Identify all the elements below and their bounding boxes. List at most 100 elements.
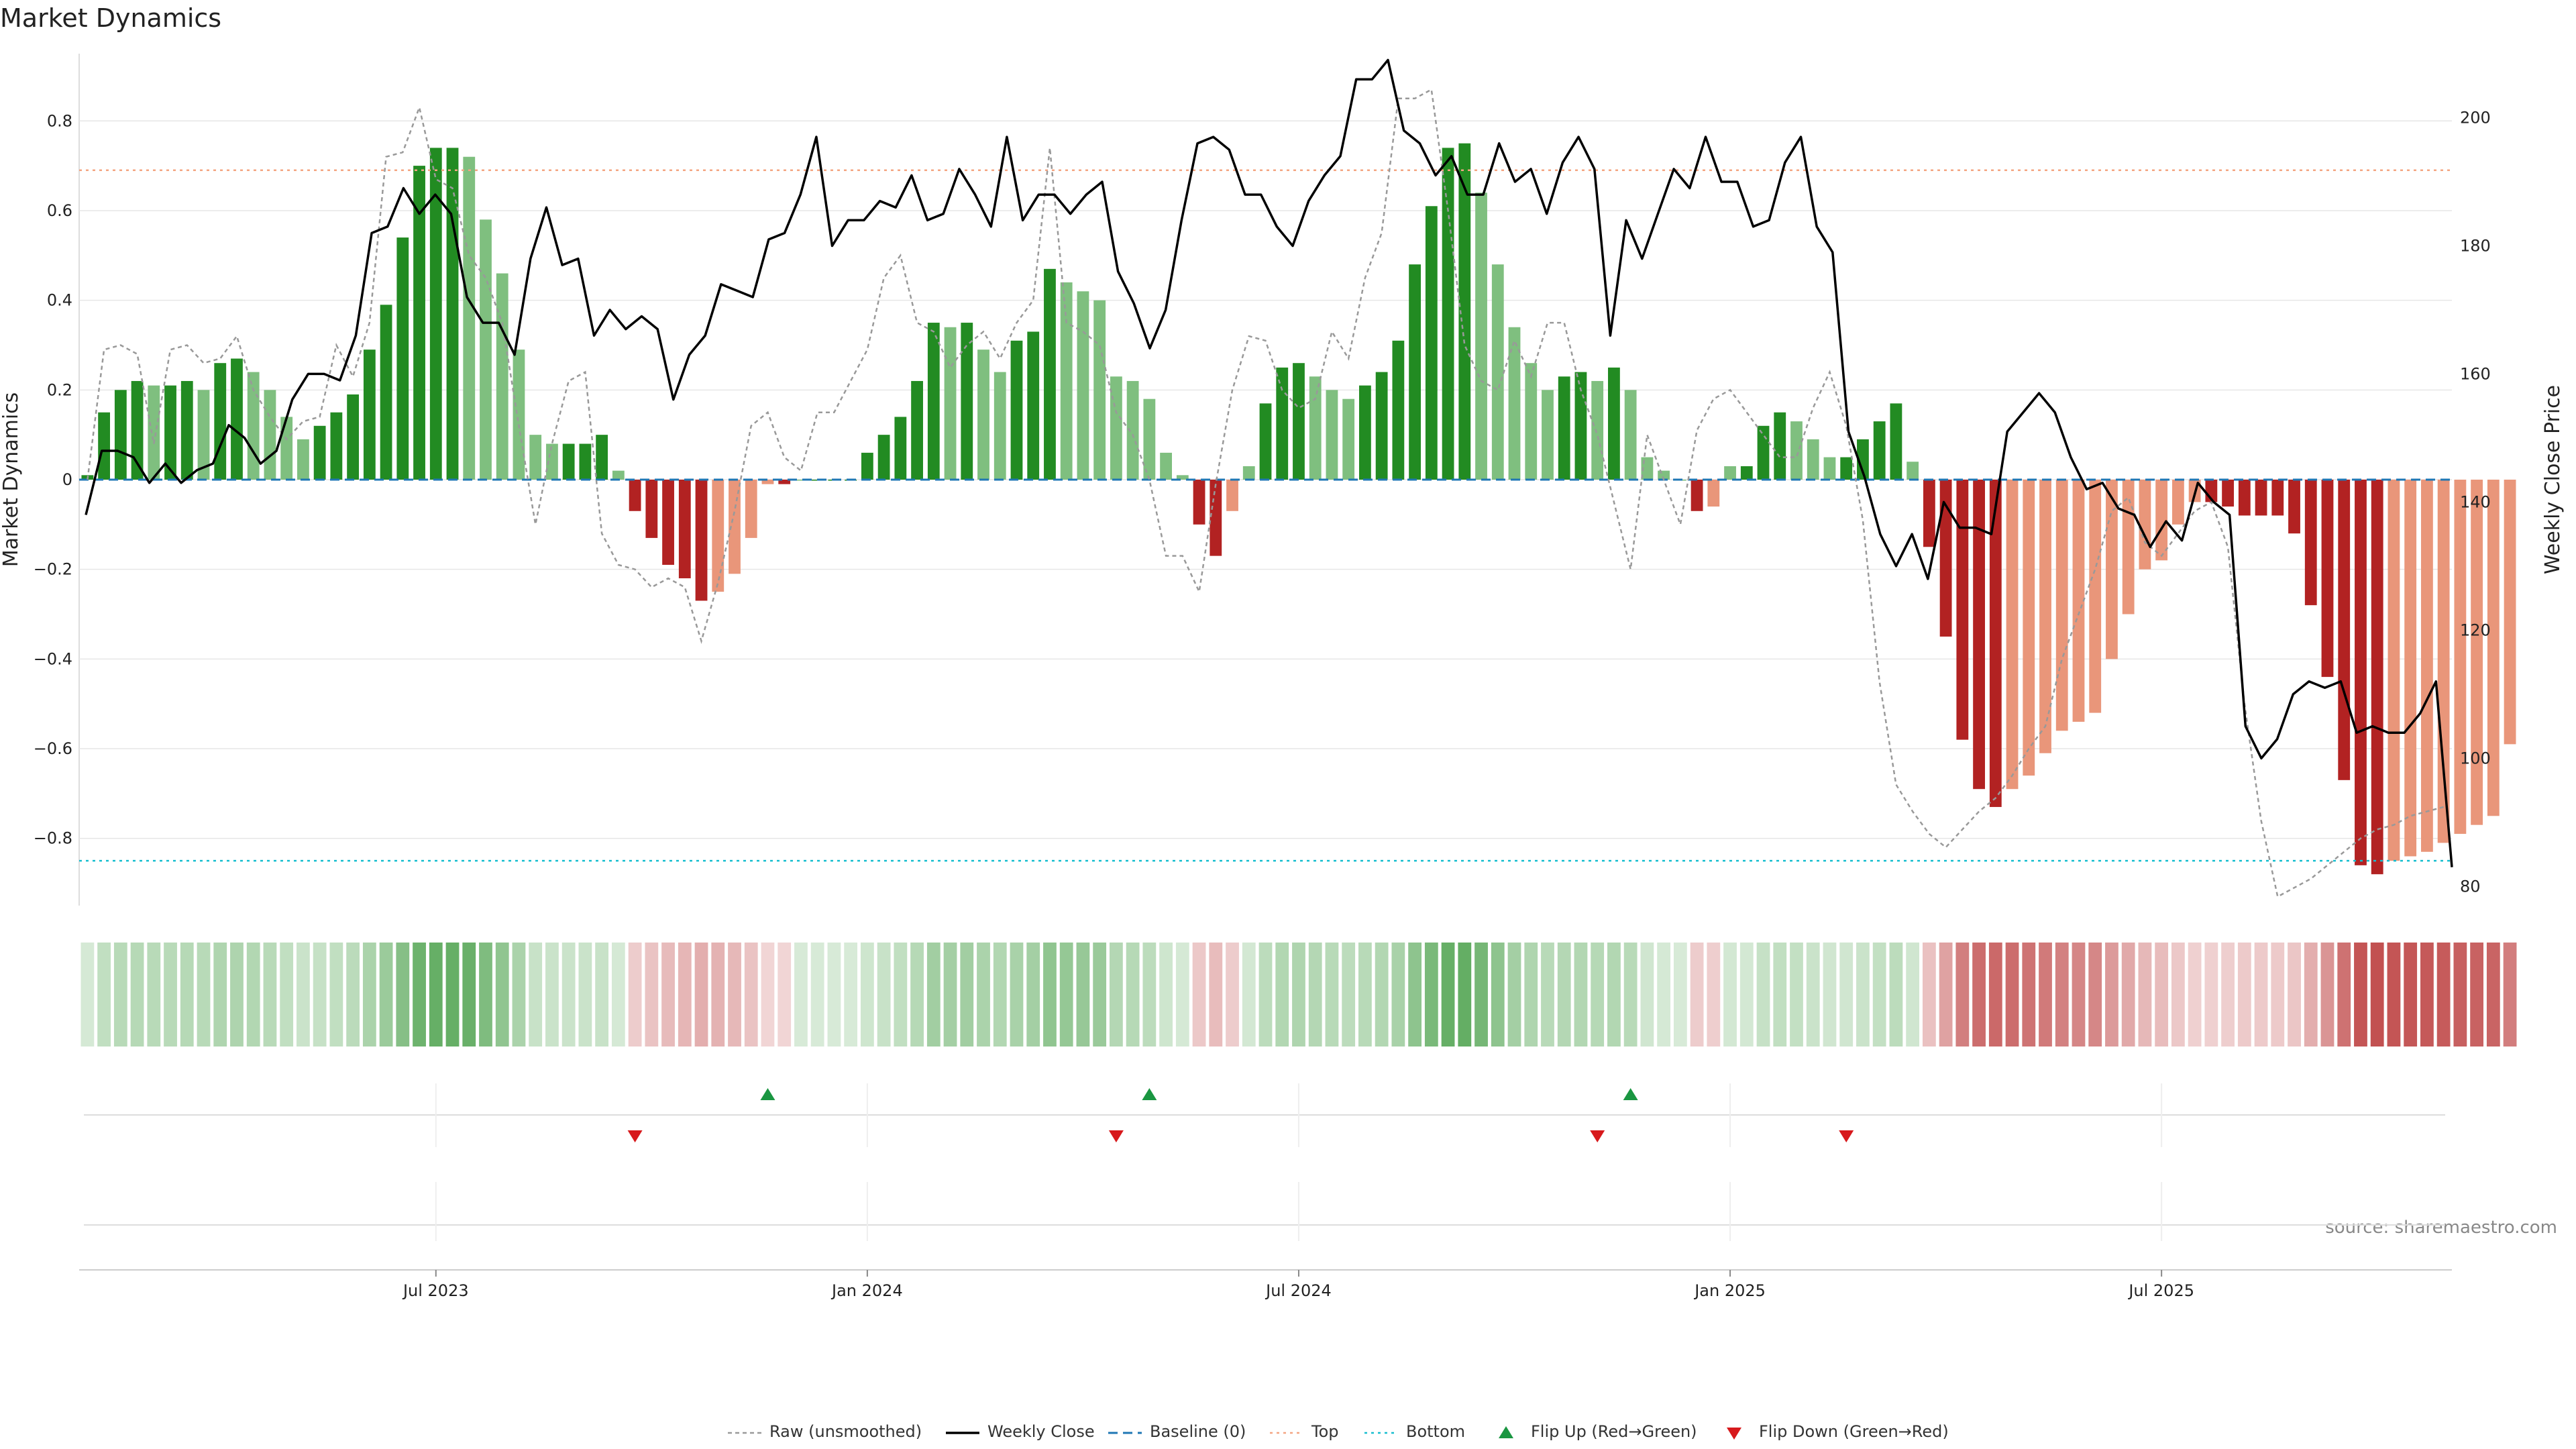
dynamics-bar — [778, 480, 791, 484]
heat-cell — [1872, 943, 1886, 1046]
dynamics-bar — [180, 380, 193, 480]
heat-cell — [495, 943, 509, 1046]
heat-cell — [180, 943, 194, 1046]
heat-cell — [1325, 943, 1339, 1046]
x-tick-label: Jul 2024 — [1265, 1281, 1332, 1300]
flip-up-marker — [1142, 1088, 1157, 1100]
dynamics-bar — [2055, 480, 2068, 731]
heat-cell — [97, 943, 111, 1046]
left-axis-label: Market Dynamics — [0, 392, 23, 568]
dynamics-bar — [1077, 291, 1089, 480]
dynamics-bar — [1409, 264, 1421, 480]
dynamics-bar — [596, 435, 608, 480]
heat-cell — [1541, 943, 1554, 1046]
dynamics-bar — [1624, 390, 1637, 480]
legend-label: Weekly Close — [987, 1422, 1095, 1441]
dynamics-bar — [2387, 480, 2400, 861]
dynamics-bar — [413, 166, 425, 480]
heat-cell — [877, 943, 891, 1046]
left-tick-label: −0.8 — [34, 829, 72, 848]
heat-cell — [1739, 943, 1754, 1046]
dynamics-bar — [795, 480, 807, 481]
legend-label: Flip Up (Red→Green) — [1531, 1422, 1697, 1441]
heat-cell — [827, 943, 841, 1046]
legend-item-bottom: Bottom — [1364, 1422, 1465, 1441]
heat-cell — [2121, 943, 2135, 1046]
dynamics-bar — [1425, 206, 1438, 480]
heat-cell — [1856, 943, 1870, 1046]
dynamics-bar — [712, 480, 724, 592]
x-tick-label: Jan 2025 — [1693, 1281, 1766, 1300]
dynamics-bar — [2371, 480, 2383, 875]
dynamics-bar — [1608, 367, 1620, 480]
dynamics-bar — [761, 480, 774, 484]
dynamics-bar — [877, 435, 890, 480]
heat-cell — [595, 943, 609, 1046]
dynamics-bar — [944, 327, 957, 480]
dynamics-bar — [1044, 268, 1056, 480]
dynamics-bar — [579, 443, 592, 480]
right-tick-label: 160 — [2460, 364, 2491, 383]
flip-down-marker — [1108, 1130, 1124, 1142]
heat-cell — [2320, 943, 2334, 1046]
heat-cell — [744, 943, 758, 1046]
heat-cell — [561, 943, 576, 1046]
dynamics-bar — [1973, 480, 1985, 790]
dynamics-bar — [1359, 385, 1371, 480]
heat-cell — [1258, 943, 1273, 1046]
dynamics-bar — [2089, 480, 2102, 713]
dynamics-bar — [496, 273, 508, 480]
x-tick-label: Jul 2023 — [402, 1281, 469, 1300]
dynamics-bar — [2404, 480, 2417, 857]
heat-cell — [1756, 943, 1770, 1046]
dynamics-bar — [1326, 390, 1338, 480]
heat-cell — [346, 943, 360, 1046]
dynamics-bar — [1276, 367, 1289, 480]
dynamics-bar — [977, 350, 989, 480]
heat-cell — [1109, 943, 1123, 1046]
heat-cell — [1308, 943, 1322, 1046]
source-note: source: sharemaestro.com — [2325, 1218, 2557, 1238]
heat-cell — [810, 943, 824, 1046]
heat-cell — [479, 943, 492, 1046]
dynamics-bar — [1591, 380, 1604, 480]
heat-cell — [661, 943, 675, 1046]
dynamics-bar — [1690, 480, 1703, 511]
heat-cell — [2470, 943, 2483, 1046]
heat-cell — [2453, 943, 2467, 1046]
legend-item-raw: Raw (unsmoothed) — [728, 1422, 922, 1441]
dynamics-bar — [911, 380, 923, 480]
dynamics-bar — [231, 358, 243, 480]
heat-cell — [213, 943, 227, 1046]
dynamics-bar — [396, 237, 409, 480]
right-tick-label: 100 — [2460, 749, 2491, 767]
flip-down-marker — [1839, 1130, 1854, 1142]
legend-item-baseline: Baseline (0) — [1108, 1422, 1246, 1441]
heat-cell — [2337, 943, 2351, 1046]
legend-label: Bottom — [1406, 1422, 1465, 1441]
heat-cell — [910, 943, 924, 1046]
dynamics-bar — [1525, 363, 1538, 480]
heat-cell — [2155, 943, 2169, 1046]
dynamics-bar — [562, 443, 575, 480]
heat-cell — [2486, 943, 2500, 1046]
flip-up-marker — [760, 1088, 775, 1100]
heat-cell — [313, 943, 327, 1046]
dynamics-bar — [1442, 148, 1454, 480]
heat-cell — [2420, 943, 2434, 1046]
dynamics-bar — [1989, 480, 2002, 807]
right-tick-label: 140 — [2460, 492, 2491, 511]
dynamics-bar — [1143, 398, 1156, 480]
heat-cell — [977, 943, 990, 1046]
heat-cell — [2088, 943, 2102, 1046]
dynamics-bar — [612, 470, 625, 480]
dynamics-bar — [1542, 390, 1554, 480]
heat-cell — [1242, 943, 1256, 1046]
weekly-close-line — [85, 58, 2453, 867]
right-tick-label: 120 — [2460, 621, 2491, 639]
dynamics-bar — [1757, 425, 1770, 480]
dynamics-bar — [1309, 376, 1322, 480]
dynamics-bar — [280, 417, 293, 480]
dynamics-bar — [2255, 480, 2267, 516]
dynamics-bar — [1939, 480, 1952, 637]
